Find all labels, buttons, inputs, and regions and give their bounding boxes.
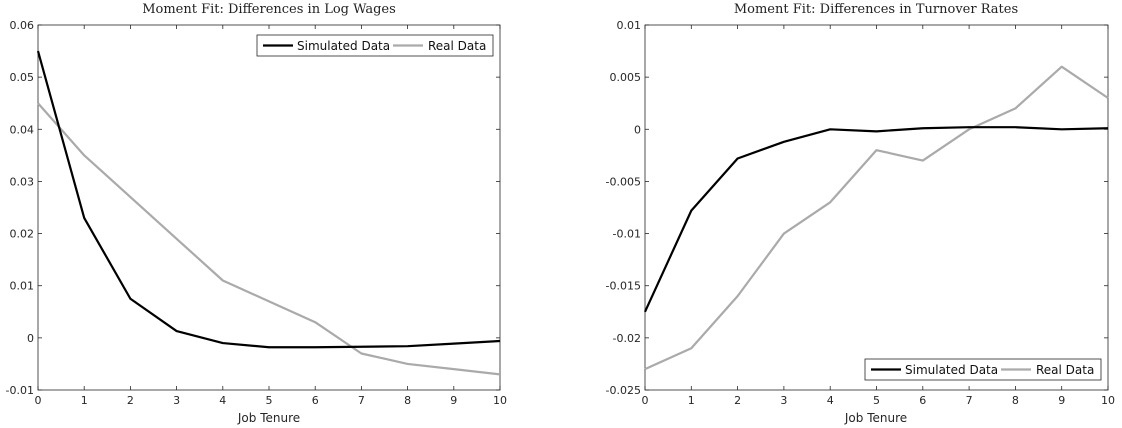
y-tick-label: -0.005 xyxy=(606,175,641,188)
x-tick-label: 4 xyxy=(219,394,226,407)
x-tick-label: 2 xyxy=(127,394,134,407)
y-tick-label: 0.005 xyxy=(610,71,642,84)
legend-box xyxy=(256,34,494,57)
x-tick-label: 10 xyxy=(1101,394,1115,407)
chart-title: Moment Fit: Differences in Turnover Rate… xyxy=(734,2,1018,17)
y-tick-label: -0.01 xyxy=(613,228,641,241)
y-tick-label: 0.04 xyxy=(10,123,35,136)
series-line-real xyxy=(37,102,501,376)
x-tick-label: 8 xyxy=(1012,394,1019,407)
y-tick-label: 0.03 xyxy=(10,175,35,188)
legend: Simulated Data Real Data xyxy=(256,34,494,57)
legend-label-simulated: Simulated Data xyxy=(297,39,390,53)
chart-title: Moment Fit: Differences in Log Wages xyxy=(142,2,396,17)
y-tick-label: 0 xyxy=(634,123,641,136)
y-tick-label: 0.01 xyxy=(617,19,642,32)
legend: Simulated Data Real Data xyxy=(864,358,1102,381)
chart-turnover-rates: Moment Fit: Differences in Turnover Rate… xyxy=(606,2,1115,425)
x-tick-label: 0 xyxy=(642,394,649,407)
legend-label-real: Real Data xyxy=(1036,363,1094,377)
ticks: 0 1 2 3 4 5 6 7 8 9 10 -0.025 -0.02 -0.015 -0.01 -0.005… xyxy=(606,19,1115,407)
legend-label-real: Real Data xyxy=(428,39,486,53)
x-axis-label: Job Tenure xyxy=(844,411,907,425)
series-lines xyxy=(643,65,1109,371)
ticks: 0 1 2 3 4 5 6 7 8 9 10-0.0100.010.020.030.040.050.… xyxy=(6,19,507,407)
plot-frame xyxy=(644,24,1109,391)
x-tick-label: 1 xyxy=(81,394,88,407)
series-line-simulated xyxy=(36,50,501,349)
x-tick-label: 4 xyxy=(827,394,834,407)
y-tick-label: -0.01 xyxy=(6,384,34,397)
x-tick-label: 9 xyxy=(450,394,457,407)
x-tick-label: 7 xyxy=(358,394,365,407)
y-tick-label: -0.015 xyxy=(606,280,641,293)
x-tick-label: 7 xyxy=(966,394,973,407)
series-lines xyxy=(36,50,501,376)
y-tick-label: -0.02 xyxy=(613,332,641,345)
series-line-simulated xyxy=(643,126,1109,313)
y-tick-label: 0.05 xyxy=(10,71,35,84)
series-line-real xyxy=(644,65,1109,371)
x-tick-label: 10 xyxy=(493,394,507,407)
legend-box xyxy=(864,358,1102,381)
y-tick-label: 0.01 xyxy=(10,280,35,293)
x-tick-label: 9 xyxy=(1058,394,1065,407)
x-tick-label: 6 xyxy=(919,394,926,407)
legend-label-simulated: Simulated Data xyxy=(905,363,998,377)
x-tick-label: 5 xyxy=(873,394,880,407)
y-tick-label: -0.025 xyxy=(606,384,641,397)
x-tick-label: 8 xyxy=(404,394,411,407)
x-tick-label: 3 xyxy=(780,394,787,407)
y-tick-label: 0 xyxy=(27,332,34,345)
x-tick-label: 6 xyxy=(312,394,319,407)
x-tick-label: 0 xyxy=(35,394,42,407)
y-tick-label: 0.06 xyxy=(10,19,35,32)
x-tick-label: 3 xyxy=(173,394,180,407)
y-tick-label: 0.02 xyxy=(10,228,35,241)
chart-log-wages: Moment Fit: Differences in Log Wages 0 1 2… xyxy=(6,2,507,425)
x-tick-label: 5 xyxy=(266,394,273,407)
x-tick-label: 2 xyxy=(734,394,741,407)
x-tick-label: 1 xyxy=(688,394,695,407)
plot-frame xyxy=(37,24,501,391)
x-axis-label: Job Tenure xyxy=(237,411,300,425)
